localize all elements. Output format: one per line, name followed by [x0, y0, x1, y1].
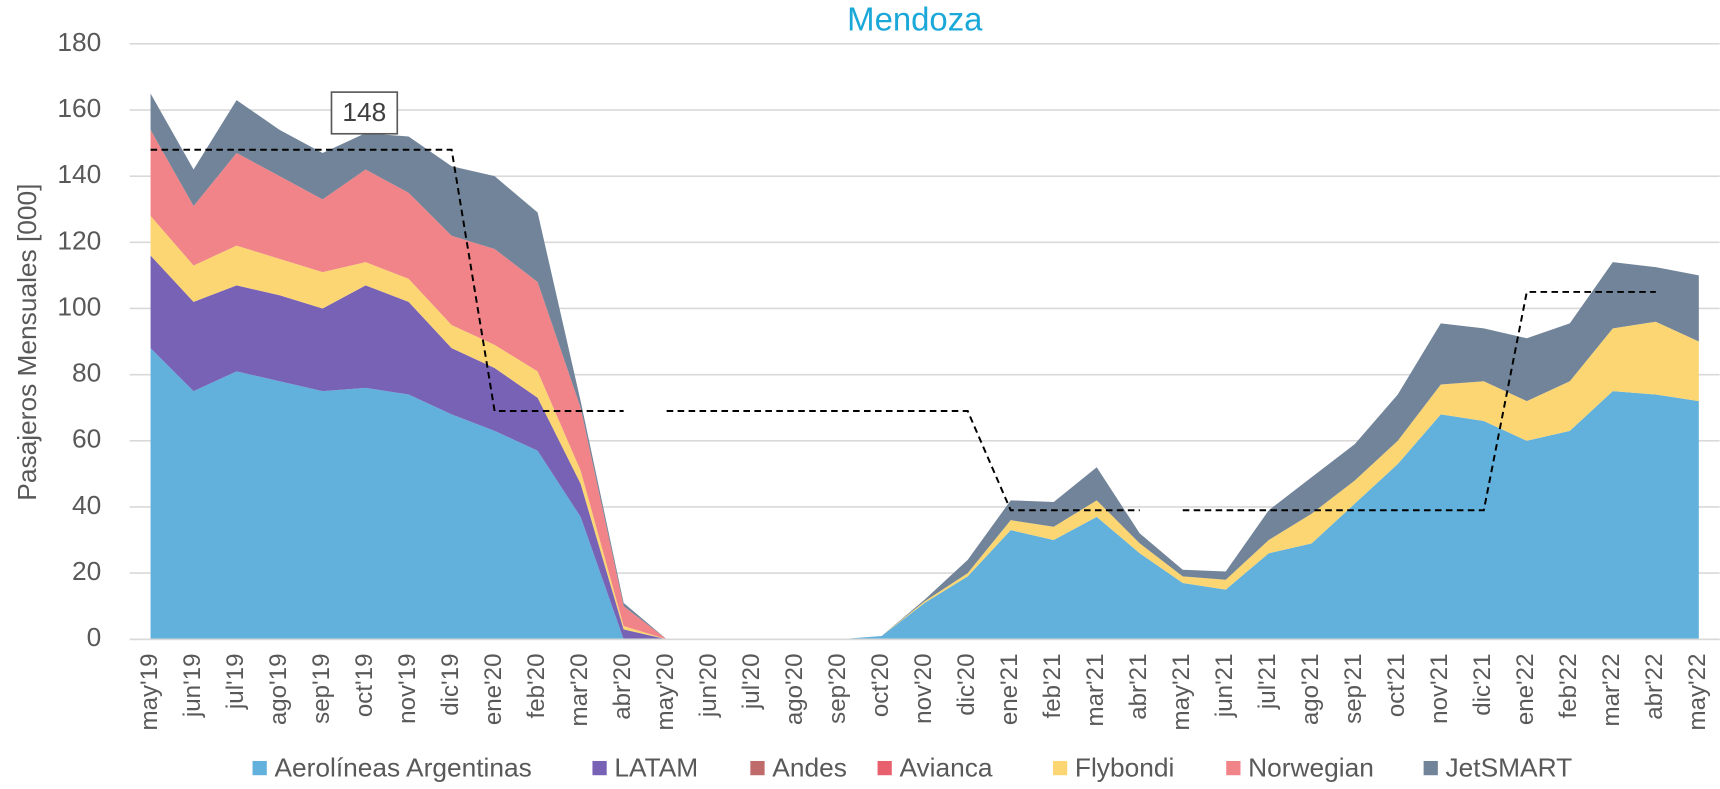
x-tick-label: nov'19	[394, 654, 421, 724]
legend-label: Norwegian	[1248, 753, 1374, 783]
x-tick-label: may'22	[1684, 654, 1711, 731]
y-tick-label: 20	[72, 556, 101, 586]
x-tick-label: may'20	[652, 654, 679, 731]
legend-label: Aerolíneas Argentinas	[274, 753, 531, 783]
average-line	[666, 410, 1140, 512]
y-tick-label: 0	[87, 622, 102, 652]
legend-label: JetSMART	[1446, 753, 1573, 783]
legend-label: Flybondi	[1075, 753, 1174, 783]
x-tick-label: jun'20	[695, 654, 722, 719]
x-tick-label: ene'21	[996, 654, 1023, 726]
y-tick-label: 120	[57, 225, 101, 255]
legend-swatch	[877, 760, 892, 776]
x-tick-label: ago'20	[781, 654, 808, 726]
x-tick-label: feb'21	[1039, 654, 1066, 719]
x-tick-label: ene'20	[480, 654, 507, 726]
x-tick-label: nov'20	[910, 654, 937, 724]
annotation-box	[330, 91, 399, 135]
x-tick-label: jul'20	[738, 654, 765, 711]
average-line	[1182, 290, 1656, 512]
legend-swatch	[1052, 760, 1068, 776]
area	[150, 348, 1699, 640]
x-tick-label: sep'19	[308, 654, 335, 724]
x-tick-label: feb'22	[1555, 654, 1582, 719]
x-tick-label: dic'20	[953, 654, 980, 716]
x-tick-label: ago'21	[1297, 654, 1324, 726]
x-tick-label: oct'20	[867, 654, 894, 718]
x-tick-label: jul'19	[222, 654, 249, 711]
x-tick-label: oct'21	[1383, 654, 1410, 718]
x-tick-label: abr'21	[1125, 654, 1152, 720]
x-tick-label: dic'19	[437, 654, 464, 716]
legend-swatch	[1423, 760, 1438, 776]
legend-swatch	[1226, 760, 1241, 776]
y-tick-label: 40	[72, 490, 101, 520]
legend-label: Avianca	[899, 753, 992, 783]
area	[150, 215, 1699, 640]
x-tick-label: mar'22	[1598, 654, 1625, 727]
legend-swatch	[592, 760, 607, 776]
y-axis-label: Pasajeros Mensuales [000]	[12, 183, 42, 500]
x-tick-label: oct'19	[351, 654, 378, 718]
x-tick-label: mar'21	[1082, 654, 1109, 727]
x-tick-label: jun'19	[179, 654, 206, 719]
area	[150, 93, 1699, 640]
annotation: 148	[342, 97, 386, 127]
x-tick-label: feb'20	[523, 654, 550, 719]
x-tick-label: nov'21	[1426, 654, 1453, 724]
x-tick-label: abr'22	[1641, 654, 1668, 720]
x-tick-label: dic'21	[1469, 654, 1496, 716]
y-tick-label: 80	[72, 358, 101, 388]
x-tick-label: sep'21	[1340, 654, 1367, 724]
x-tick-label: jul'21	[1254, 654, 1281, 711]
x-tick-label: ene'22	[1512, 654, 1539, 726]
chart-title: Mendoza	[847, 1, 983, 38]
x-tick-label: ago'19	[265, 654, 292, 726]
average-line	[150, 148, 624, 413]
y-tick-label: 60	[72, 424, 101, 454]
legend-swatch	[750, 760, 765, 776]
x-tick-label: sep'20	[824, 654, 851, 724]
x-tick-label: may'21	[1168, 654, 1195, 731]
x-tick-label: jun'21	[1211, 654, 1238, 719]
y-tick-label: 140	[57, 159, 101, 189]
x-tick-label: abr'20	[609, 654, 636, 720]
y-tick-label: 160	[57, 93, 101, 123]
x-tick-label: mar'20	[566, 654, 593, 727]
y-tick-label: 100	[57, 291, 101, 321]
y-tick-label: 180	[57, 27, 101, 57]
legend-label: LATAM	[614, 753, 698, 783]
legend-label: Andes	[772, 753, 847, 783]
x-tick-label: may'19	[136, 654, 163, 731]
legend-swatch	[252, 760, 267, 776]
